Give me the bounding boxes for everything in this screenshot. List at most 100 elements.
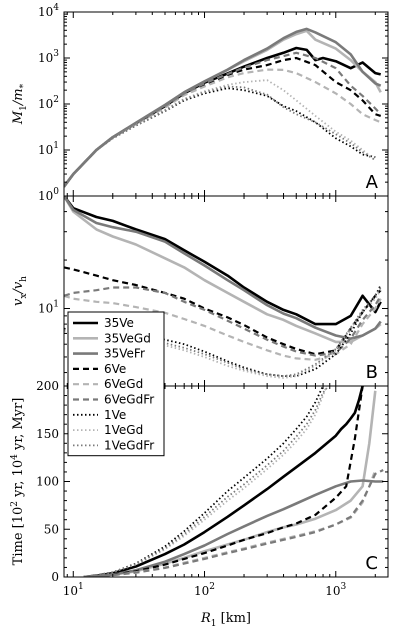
y-tick-exponent: 1 — [53, 141, 59, 151]
x-tick-base: 10 — [325, 584, 340, 598]
panel-c: 0 50 100 150 200 Time [102 yr, 104 yr, Myr] C — [10, 379, 389, 584]
y-tick-text: 0 — [51, 570, 59, 584]
legend-label-1Ve: 1Ve — [104, 408, 126, 422]
y-ticks — [64, 11, 388, 197]
y-tick-label: 150 — [36, 427, 59, 441]
series-line-1Ve — [83, 386, 324, 577]
y-title-subscript: * — [19, 83, 29, 88]
legend-label-1VeGdFr: 1VeGdFr — [104, 438, 154, 452]
series-line-6VeGd — [64, 294, 382, 361]
panel-letter: B — [366, 362, 378, 383]
series-line-35VeFr — [64, 196, 382, 340]
y-axis-title: Time [102 yr, 104 yr, Myr] — [10, 398, 26, 566]
y-tick-label: 101 — [38, 300, 59, 316]
x-tick-labels: 101 102 103 — [63, 582, 347, 598]
series-line-35Ve — [64, 196, 382, 326]
panel-frame — [63, 11, 389, 197]
series-line-35VeGd — [64, 196, 382, 344]
x-axis-title: R1 [km] — [200, 611, 251, 629]
y-tick-text: 150 — [36, 427, 59, 441]
x-tick-label: 101 — [63, 582, 84, 598]
legend-label-1VeGd: 1VeGd — [104, 423, 143, 437]
y-title-exponent: 2 — [10, 501, 20, 507]
y-title-subscript: h — [19, 276, 29, 282]
panel-letter: C — [365, 553, 378, 574]
y-tick-label: 104 — [38, 3, 59, 19]
y-tick-label: 102 — [38, 95, 59, 111]
series-line-1VeGd — [64, 79, 376, 188]
y-tick-base: 10 — [38, 143, 53, 157]
y-title-part: /m — [11, 88, 26, 107]
y-tick-exponent: 4 — [53, 3, 59, 13]
y-title-part: /v — [11, 281, 26, 295]
y-tick-text: 50 — [44, 522, 59, 536]
y-tick-base: 10 — [38, 302, 53, 316]
y-tick-label: 100 — [38, 187, 59, 203]
y-title-subscript: x — [19, 294, 29, 299]
series-line-1VeGdFr — [83, 386, 330, 577]
y-title-exponent: 4 — [10, 454, 20, 460]
x-tick-base: 10 — [194, 584, 209, 598]
series-line-35VeGd — [64, 29, 382, 188]
legend-label-6VeGd: 6VeGd — [104, 377, 143, 391]
y-tick-label: 50 — [44, 522, 59, 536]
series-group — [64, 27, 382, 188]
x-axis-title-text: R1 [km] — [200, 611, 251, 629]
y-title-part: yr, Myr] — [11, 398, 26, 454]
legend-label-35Ve: 35Ve — [104, 316, 134, 330]
series-line-1VeGd — [83, 386, 328, 577]
series-line-6Ve — [64, 56, 382, 188]
x-title-subscript: 1 — [211, 619, 217, 629]
y-ticks — [64, 195, 388, 374]
series-line-35VeFr — [83, 479, 384, 577]
y-tick-label: 0 — [51, 570, 59, 584]
x-tick-exponent: 1 — [78, 582, 84, 592]
y-tick-exponent: 1 — [53, 300, 59, 310]
y-axis-title: vx/vh — [11, 276, 29, 306]
y-tick-base: 10 — [38, 51, 53, 65]
y-tick-label: 101 — [38, 141, 59, 157]
y-ticks — [64, 385, 388, 578]
x-tick-base: 10 — [63, 584, 78, 598]
series-line-6VeGd — [64, 68, 382, 188]
y-tick-base: 10 — [38, 5, 53, 19]
y-title-part: yr, 10 — [11, 460, 26, 501]
y-tick-text: 200 — [36, 379, 59, 393]
series-line-35VeFr — [64, 27, 382, 188]
legend-label-35VeFr: 35VeFr — [104, 347, 145, 361]
series-line-6Ve — [64, 266, 382, 356]
y-tick-label: 200 — [36, 379, 59, 393]
series-line-6VeGd — [83, 469, 377, 577]
x-title-unit: [km] — [217, 611, 251, 626]
x-tick-exponent: 3 — [341, 582, 347, 592]
series-group — [83, 386, 384, 577]
y-tick-base: 10 — [38, 97, 53, 111]
legend-label-35VeGd: 35VeGd — [104, 331, 151, 345]
y-axis-title: M1/m* — [11, 83, 29, 125]
chart-panels: 100101102103104M1/m*A101vx/vhB0501001502… — [10, 3, 389, 598]
series-line-6VeGdFr — [83, 469, 384, 577]
y-tick-exponent: 3 — [53, 49, 59, 59]
panel-letter: A — [366, 172, 379, 193]
series-line-35Ve — [83, 386, 364, 577]
series-line-1VeGdFr — [64, 85, 376, 188]
legend-label-6Ve: 6Ve — [104, 362, 126, 376]
y-tick-exponent: 2 — [53, 95, 59, 105]
y-tick-exponent: 0 — [53, 187, 59, 197]
x-title-part: R — [200, 611, 211, 626]
y-title-part: M — [11, 110, 26, 125]
y-tick-base: 10 — [38, 189, 53, 203]
x-tick-label: 103 — [325, 582, 346, 598]
y-title-part: Time [10 — [11, 507, 26, 566]
y-title-part: v — [11, 298, 26, 306]
legend-label-6VeGdFr: 6VeGdFr — [104, 393, 154, 407]
series-line-35Ve — [64, 46, 382, 188]
y-title-subscript: 1 — [19, 105, 29, 111]
y-tick-label: 103 — [38, 49, 59, 65]
x-tick-exponent: 2 — [209, 582, 215, 592]
y-tick-text: 100 — [36, 475, 59, 489]
x-tick-label: 102 — [194, 582, 215, 598]
